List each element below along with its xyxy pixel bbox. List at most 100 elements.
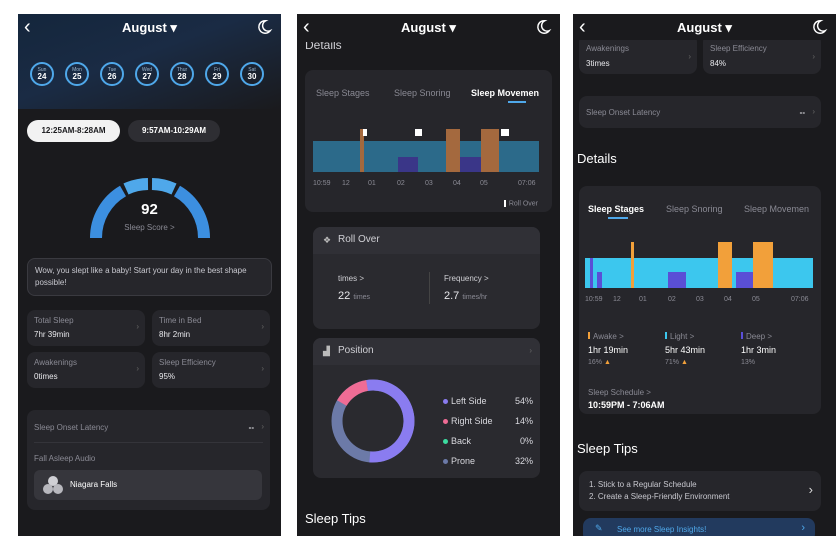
tab-sleep-snoring[interactable]: Sleep Snoring bbox=[666, 204, 723, 214]
moon-icon[interactable] bbox=[255, 18, 273, 36]
stage-light[interactable]: Light > 5hr 43min 71% ▲ bbox=[665, 332, 706, 366]
sleep-score-gauge bbox=[89, 178, 211, 239]
rollover-marker bbox=[501, 129, 509, 136]
chart-band-deep bbox=[590, 258, 593, 288]
rollover-title: Roll Over bbox=[338, 234, 380, 245]
tick: 10:59 bbox=[313, 180, 331, 187]
audio-bubbles-icon bbox=[43, 476, 63, 494]
tick: 07:06 bbox=[518, 180, 536, 187]
stat-value: 7hr 39min bbox=[34, 330, 70, 339]
chart-band-deep bbox=[668, 272, 686, 288]
position-prone: Prone 32% bbox=[443, 456, 533, 466]
chart-legend: Roll Over bbox=[503, 200, 538, 207]
stage-awake[interactable]: Awake > 1hr 19min 16% ▲ bbox=[588, 332, 629, 366]
details-card: Sleep Stages Sleep Snoring Sleep Movemen… bbox=[305, 70, 552, 212]
chevron-left-icon[interactable]: ‹ bbox=[579, 16, 586, 38]
session-tab-active[interactable]: 12:25AM-8:28AM bbox=[27, 120, 120, 142]
tick: 03 bbox=[696, 296, 704, 303]
position-left-side: Left Side 54% bbox=[443, 396, 533, 406]
rollover-card: ❖ Roll Over times > 22 times Frequency >… bbox=[313, 227, 540, 329]
tick: 05 bbox=[480, 180, 488, 187]
moon-icon[interactable] bbox=[810, 18, 828, 36]
audio-track-button[interactable]: Niagara Falls bbox=[34, 470, 262, 500]
tab-indicator bbox=[608, 217, 628, 219]
top-bar: ‹ August ▾ bbox=[297, 14, 560, 42]
month-selector[interactable]: August ▾ bbox=[677, 20, 732, 35]
chevron-left-icon[interactable]: ‹ bbox=[303, 16, 310, 38]
frequency-label[interactable]: Frequency > bbox=[444, 274, 489, 283]
stat-awakenings[interactable]: Awakenings 0times › bbox=[27, 352, 145, 388]
sleep-schedule-value: 10:59PM - 7:06AM bbox=[588, 400, 665, 410]
chevron-right-icon[interactable]: › bbox=[529, 346, 532, 355]
stage-deep[interactable]: Deep > 1hr 3min 13% bbox=[741, 332, 777, 366]
see-more-label: See more Sleep Insights! bbox=[617, 525, 707, 534]
stat-value: 3times bbox=[586, 59, 610, 68]
sleep-tips-card[interactable]: 1. Stick to a Regular Schedule 2. Create… bbox=[579, 471, 821, 511]
day-25[interactable]: Mon 25 bbox=[65, 62, 89, 86]
stat-value: 0times bbox=[34, 372, 58, 381]
month-selector[interactable]: August ▾ bbox=[122, 20, 177, 35]
frequency-value-row: 2.7 times/hr bbox=[444, 290, 488, 302]
chart-band-deep bbox=[453, 157, 483, 172]
sleep-message: Wow, you slept like a baby! Start your d… bbox=[35, 266, 247, 287]
chevron-right-icon: › bbox=[261, 322, 264, 331]
stat-label: Sleep Efficiency bbox=[159, 358, 216, 367]
session-tab[interactable]: 9:57AM-10:29AM bbox=[128, 120, 220, 142]
day-24[interactable]: Sun 24 bbox=[30, 62, 54, 86]
screen-sleep-stages: ‹ August ▾ Awakenings 3times › Sleep Eff… bbox=[573, 14, 836, 536]
stat-total-sleep[interactable]: Total Sleep 7hr 39min › bbox=[27, 310, 145, 346]
onset-latency-card[interactable]: Sleep Onset Latency -- › bbox=[579, 96, 821, 128]
tab-sleep-movement[interactable]: Sleep Movemen bbox=[744, 204, 810, 214]
chevron-right-icon: › bbox=[136, 322, 139, 331]
month-selector[interactable]: August ▾ bbox=[401, 20, 456, 35]
sleep-tips-heading: Sleep Tips bbox=[305, 511, 366, 526]
sleep-schedule-link[interactable]: Sleep Schedule > bbox=[588, 388, 651, 397]
top-bar: ‹ August ▾ bbox=[573, 14, 836, 40]
tab-indicator bbox=[508, 101, 526, 103]
tab-sleep-snoring[interactable]: Sleep Snoring bbox=[394, 88, 451, 98]
lightbulb-icon: ✎ bbox=[595, 523, 603, 533]
chart-band-awake bbox=[718, 242, 732, 288]
stat-sleep-efficiency[interactable]: Sleep Efficiency 84% › bbox=[703, 34, 821, 74]
sleep-score-link[interactable]: Sleep Score > bbox=[124, 223, 175, 232]
tick: 02 bbox=[397, 180, 405, 187]
moon-icon[interactable] bbox=[534, 18, 552, 36]
tick: 03 bbox=[425, 180, 433, 187]
chevron-right-icon[interactable]: › bbox=[261, 422, 264, 431]
position-card: ▟ Position › Left Side 54% Right Side 14% … bbox=[313, 338, 540, 478]
times-label[interactable]: times > bbox=[338, 274, 365, 283]
stat-time-in-bed[interactable]: Time in Bed 8hr 2min › bbox=[152, 310, 270, 346]
chart-band-awake bbox=[446, 129, 460, 172]
tab-sleep-movement[interactable]: Sleep Movemen bbox=[471, 88, 540, 98]
stat-awakenings[interactable]: Awakenings 3times › bbox=[579, 34, 697, 74]
chart-band-deep bbox=[597, 272, 602, 288]
onset-latency-label: Sleep Onset Latency bbox=[586, 108, 661, 117]
tick: 02 bbox=[668, 296, 676, 303]
sleep-score-value: 92 bbox=[141, 201, 158, 218]
chart-band-light bbox=[313, 141, 539, 172]
onset-latency-card: Sleep Onset Latency -- › Fall Asleep Aud… bbox=[27, 410, 270, 510]
details-heading: Details bbox=[577, 151, 617, 166]
tab-sleep-stages[interactable]: Sleep Stages bbox=[588, 204, 645, 214]
chart-band-awake bbox=[631, 242, 634, 288]
day-27[interactable]: Wed 27 bbox=[135, 62, 159, 86]
details-card: Sleep Stages Sleep Snoring Sleep Movemen… bbox=[579, 186, 821, 414]
position-donut bbox=[331, 379, 415, 463]
chevron-left-icon[interactable]: ‹ bbox=[24, 16, 31, 38]
movement-chart bbox=[313, 127, 539, 172]
chart-band-light bbox=[585, 258, 813, 288]
stat-sleep-efficiency[interactable]: Sleep Efficiency 95% › bbox=[152, 352, 270, 388]
chart-band-awake bbox=[481, 129, 499, 172]
tip-2: 2. Create a Sleep-Friendly Environment bbox=[589, 492, 730, 501]
stat-label: Awakenings bbox=[586, 44, 629, 53]
header-background bbox=[18, 14, 281, 109]
times-value-row: 22 times bbox=[338, 290, 371, 302]
see-more-insights-button[interactable]: ✎ See more Sleep Insights! › bbox=[583, 518, 815, 536]
stages-chart bbox=[585, 242, 813, 288]
day-28[interactable]: Thur 28 bbox=[170, 62, 194, 86]
day-26[interactable]: Tue 26 bbox=[100, 62, 124, 86]
tab-sleep-stages[interactable]: Sleep Stages bbox=[316, 88, 370, 98]
day-30[interactable]: Sat 30 bbox=[240, 62, 264, 86]
tick: 05 bbox=[752, 296, 760, 303]
day-29[interactable]: Fri 29 bbox=[205, 62, 229, 86]
